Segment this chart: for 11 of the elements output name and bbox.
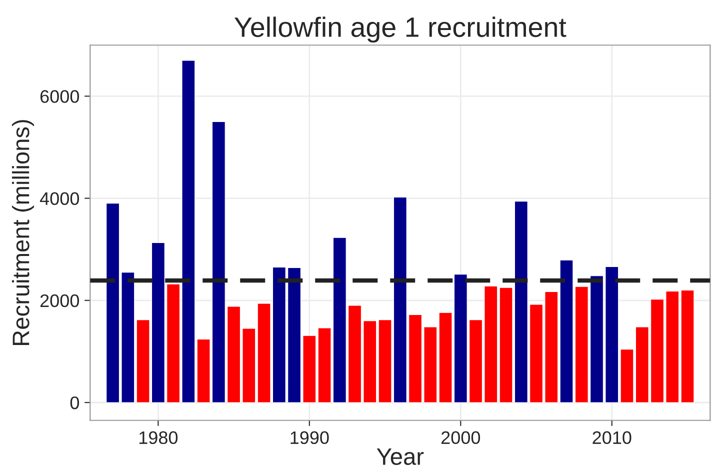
x-tick-label: 2010 xyxy=(592,431,632,444)
y-tick-label: 2000 xyxy=(40,294,80,308)
y-axis-title: Recruitment (millions) xyxy=(12,120,34,345)
chart-title: Yellowfin age 1 recruitment xyxy=(234,16,566,43)
x-tick-label: 1980 xyxy=(139,431,178,444)
x-tick-label: 2000 xyxy=(441,431,480,444)
y-tick-label: 6000 xyxy=(40,90,80,103)
y-tick-label: 0 xyxy=(70,396,80,410)
x-axis-title: Year xyxy=(376,448,424,465)
x-tick-label: 1990 xyxy=(290,431,329,444)
y-tick-label: 4000 xyxy=(40,192,80,206)
